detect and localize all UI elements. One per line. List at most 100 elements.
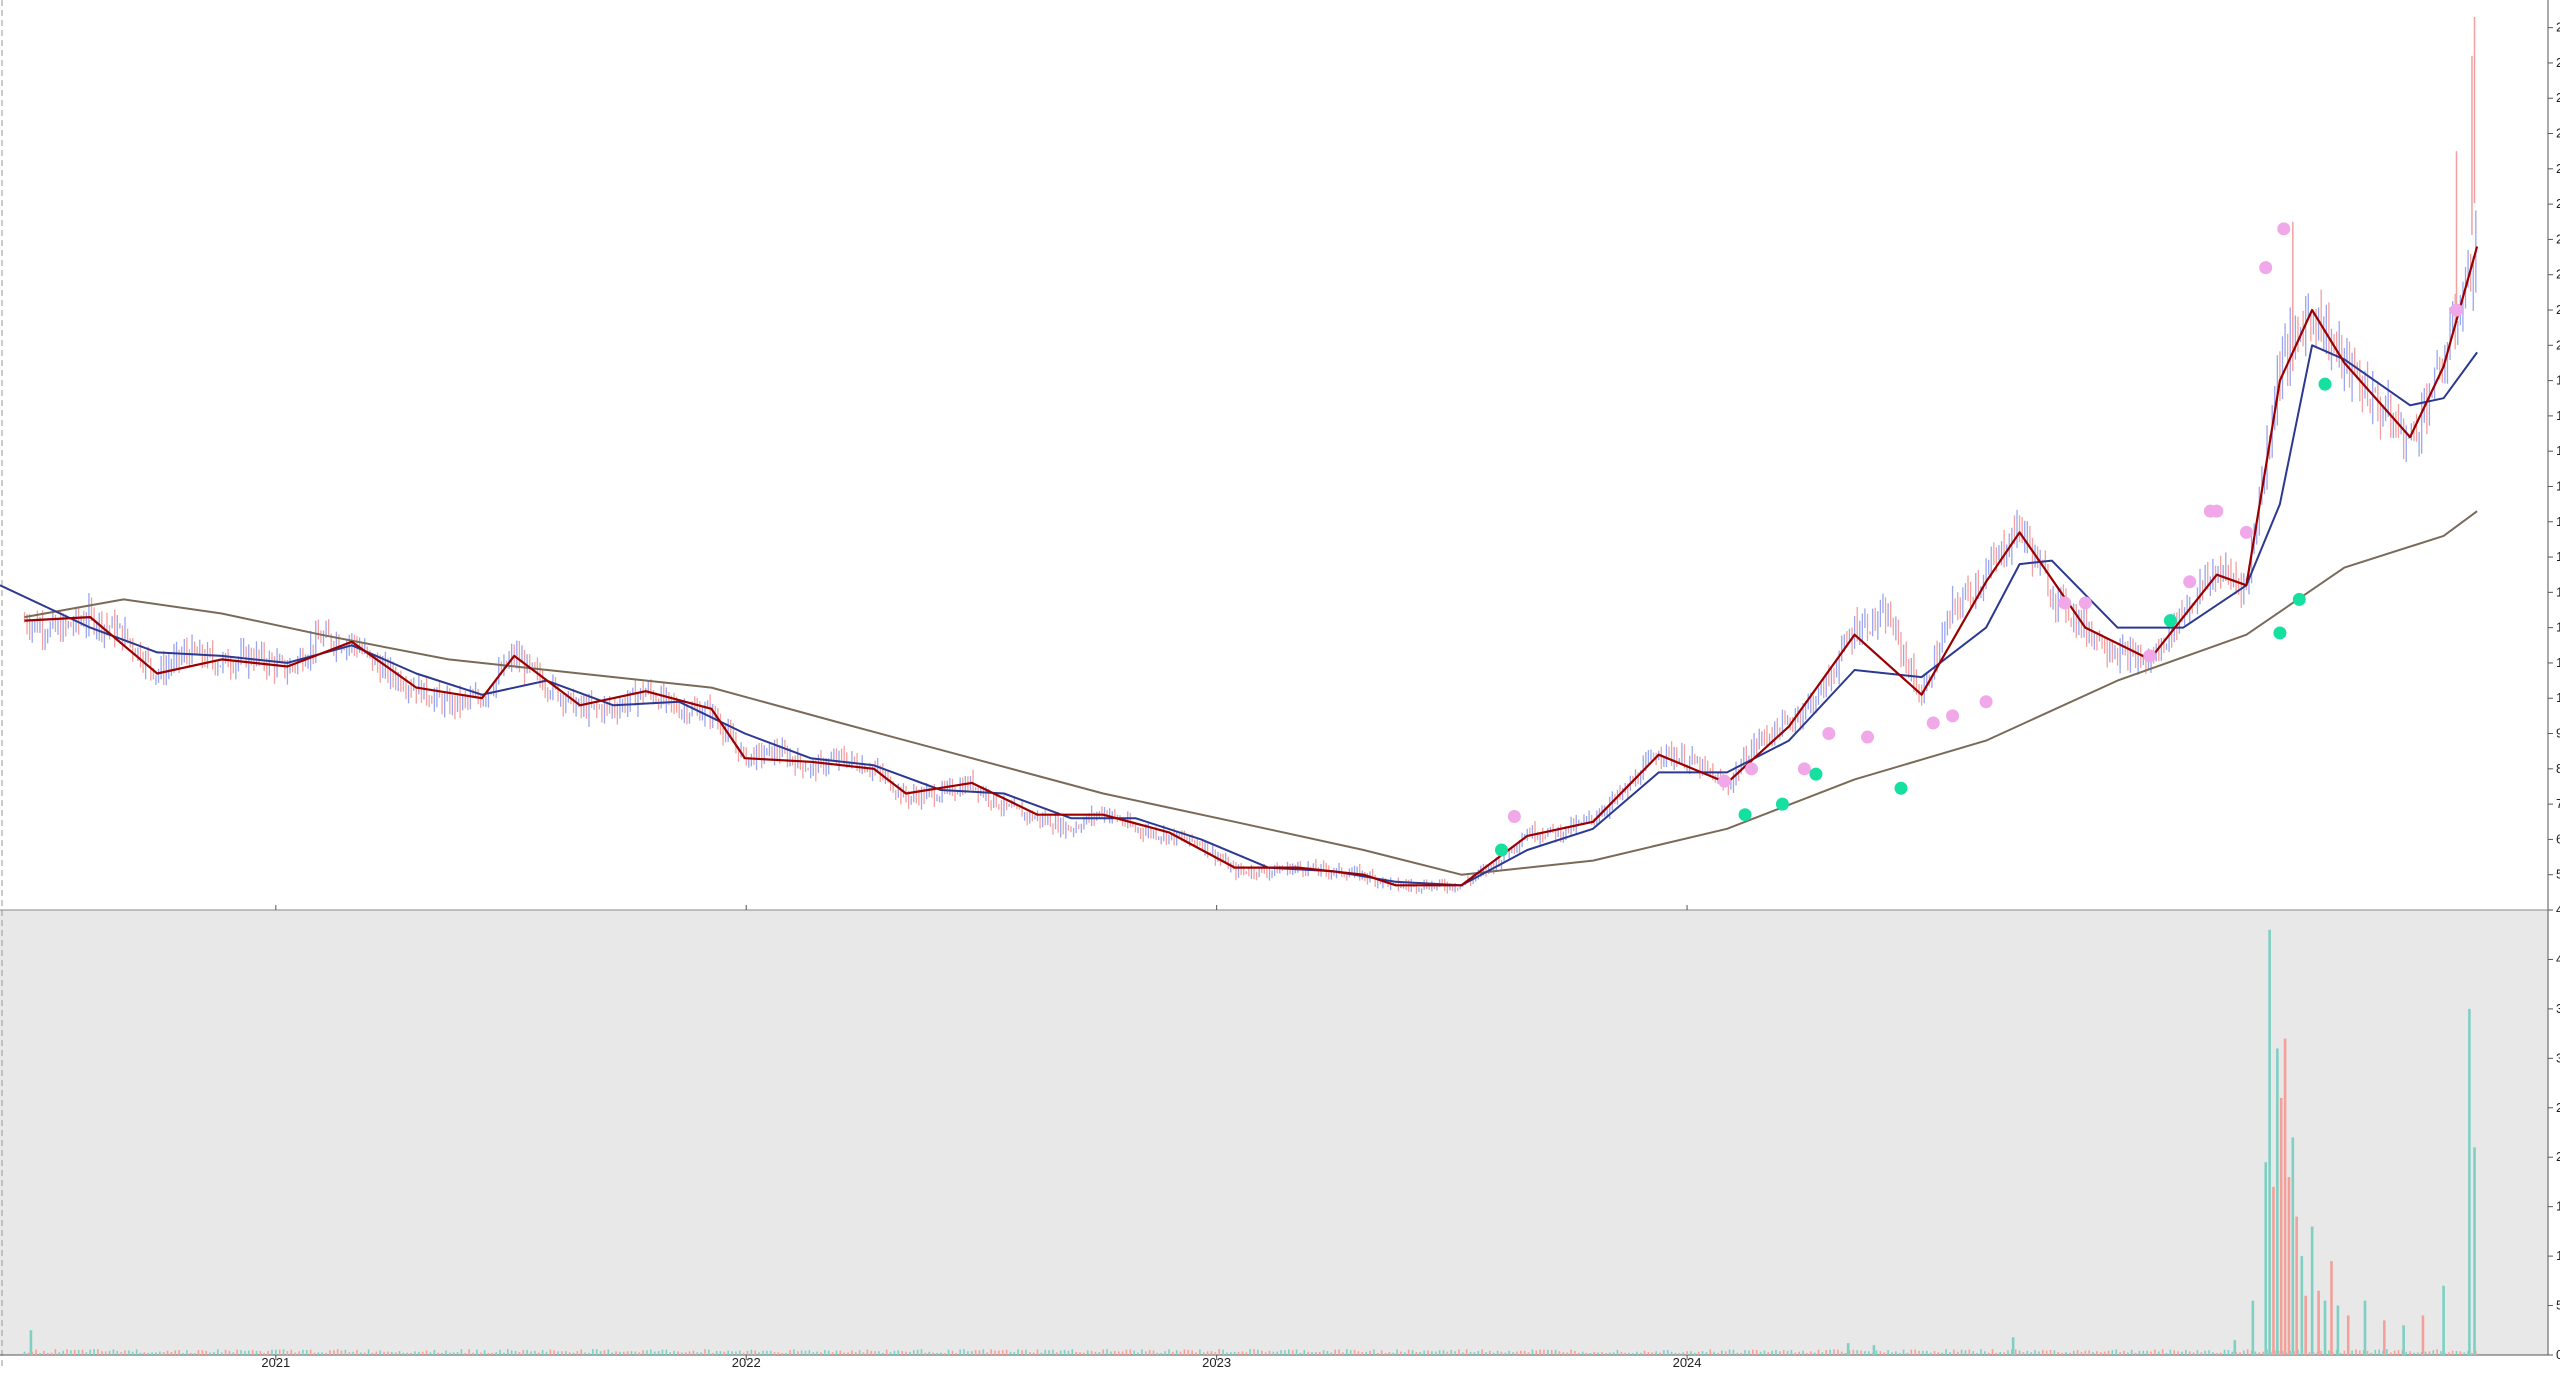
volume-bar xyxy=(1713,1351,1715,1355)
volume-bar xyxy=(1581,1351,1584,1355)
volume-bar xyxy=(1647,1352,1650,1355)
volume-bar xyxy=(1056,1352,1058,1355)
volume-bar xyxy=(383,1351,385,1355)
volume-bar xyxy=(275,1349,277,1355)
volume-bar xyxy=(1272,1351,1275,1355)
volume-bar xyxy=(1492,1352,1495,1355)
volume-bar xyxy=(433,1349,436,1355)
volume-bar xyxy=(2072,1350,2075,1355)
volume-bar xyxy=(785,1352,787,1355)
ma-long-line xyxy=(24,510,2478,876)
volume-bar xyxy=(201,1350,204,1355)
volume-bar xyxy=(1686,1351,1688,1355)
volume-bar xyxy=(2455,1350,2458,1355)
volume-bar xyxy=(1543,1349,1545,1355)
volume-bar xyxy=(920,1349,923,1355)
volume-bar xyxy=(1357,1351,1360,1355)
volume-bar xyxy=(1183,1349,1186,1355)
volume-bar xyxy=(537,1352,540,1355)
volume-bar xyxy=(692,1350,695,1355)
volume-bar xyxy=(994,1350,996,1355)
volume-bar xyxy=(2300,1256,2304,1355)
volume-bar xyxy=(1616,1349,1619,1355)
volume-bar xyxy=(1643,1350,1646,1355)
volume-bar xyxy=(2272,1186,2275,1355)
volume-bar xyxy=(89,1349,92,1355)
volume-bar xyxy=(236,1349,238,1355)
volume-bar xyxy=(1307,1351,1309,1355)
volume-bar xyxy=(1585,1352,1588,1355)
volume-bar xyxy=(800,1350,803,1355)
volume-bar xyxy=(352,1351,354,1355)
volume-bar xyxy=(615,1351,617,1355)
volume-bar xyxy=(592,1349,594,1355)
volume-bar xyxy=(259,1350,262,1355)
volume-bar xyxy=(1732,1349,1735,1355)
volume-bar xyxy=(1666,1349,1669,1355)
volume-bar xyxy=(112,1349,115,1355)
volume-bar xyxy=(2003,1352,2005,1355)
price-y-tick-label: 21000 xyxy=(2556,302,2560,317)
volume-bar xyxy=(1218,1349,1221,1355)
volume-bar xyxy=(375,1351,378,1355)
volume-bar xyxy=(81,1349,84,1355)
price-y-tick-label: 22000 xyxy=(2556,267,2560,282)
volume-bar xyxy=(298,1351,300,1355)
volume-bar xyxy=(193,1352,196,1355)
volume-bar xyxy=(1187,1349,1190,1355)
volume-y-tick-label: 1.0e+11 xyxy=(2556,1248,2560,1263)
volume-bar xyxy=(2366,1350,2369,1355)
volume-bar xyxy=(336,1349,339,1355)
volume-bar xyxy=(2251,1300,2255,1355)
volume-bar xyxy=(1968,1349,1971,1355)
volume-bar xyxy=(1106,1349,1108,1355)
volume-bar xyxy=(174,1350,177,1355)
volume-bar xyxy=(2076,1349,2079,1355)
volume-bar xyxy=(595,1349,598,1355)
volume-bar xyxy=(611,1352,613,1355)
volume-bar xyxy=(391,1352,393,1355)
volume-bar xyxy=(731,1351,733,1355)
volume-bar xyxy=(2215,1352,2218,1355)
volume-bar xyxy=(247,1350,250,1355)
price-y-tick-label: 20000 xyxy=(2556,337,2560,352)
volume-bar xyxy=(2219,1352,2222,1355)
volume-bar xyxy=(553,1350,555,1355)
volume-bar xyxy=(66,1349,68,1355)
volume-bar xyxy=(1825,1350,1828,1355)
volume-bar xyxy=(1523,1350,1526,1355)
volume-bar xyxy=(333,1350,335,1355)
volume-bar xyxy=(2287,1177,2291,1355)
x-tick-label: 2022 xyxy=(732,1355,761,1369)
volume-bar xyxy=(363,1352,366,1355)
volume-bar xyxy=(1268,1350,1271,1355)
volume-bar xyxy=(1844,1352,1847,1355)
volume-bar xyxy=(1206,1351,1209,1355)
volume-bar xyxy=(1875,1350,1878,1355)
volume-bar xyxy=(1400,1351,1402,1355)
volume-bar xyxy=(506,1349,509,1355)
volume-bar xyxy=(932,1352,934,1355)
volume-bar xyxy=(866,1349,869,1355)
price-y-tick-label: 25000 xyxy=(2556,161,2560,176)
volume-bar xyxy=(1233,1351,1236,1355)
volume-bar xyxy=(1102,1349,1105,1355)
volume-bar xyxy=(1164,1351,1166,1355)
volume-bar xyxy=(773,1352,776,1355)
volume-bar xyxy=(1941,1352,1944,1355)
volume-bar xyxy=(804,1350,807,1355)
volume-bar xyxy=(1786,1350,1789,1355)
trough-marker xyxy=(2318,377,2332,391)
volume-bar xyxy=(1659,1352,1661,1355)
volume-bar xyxy=(1013,1352,1016,1355)
volume-bar xyxy=(2192,1352,2195,1355)
volume-bar xyxy=(1601,1351,1603,1355)
volume-bar xyxy=(441,1352,443,1355)
volume-bar xyxy=(738,1350,741,1355)
volume-bar xyxy=(1438,1350,1441,1355)
volume-bar xyxy=(197,1350,200,1355)
volume-bar xyxy=(1891,1352,1893,1355)
price-y-tick-label: 24000 xyxy=(2556,196,2560,211)
price-y-tick-label: 11000 xyxy=(2556,655,2560,670)
volume-bar xyxy=(1539,1349,1541,1355)
